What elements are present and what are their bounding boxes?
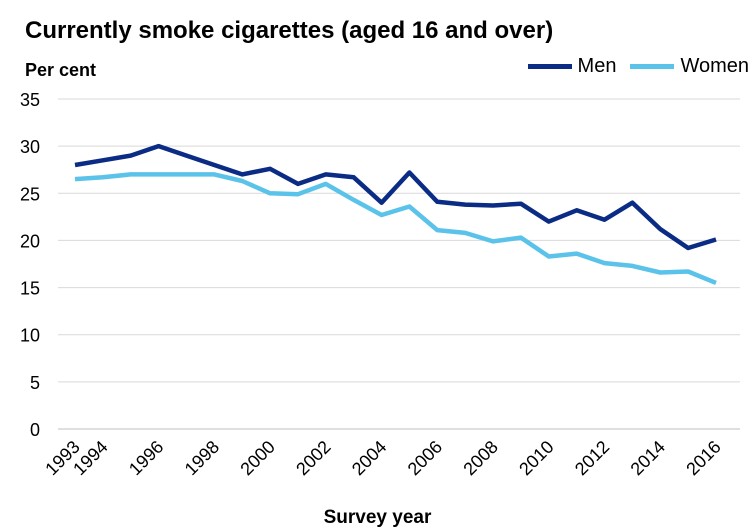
y-tick-label: 10: [20, 326, 40, 346]
y-tick-label: 15: [20, 279, 40, 299]
x-tick-label: 2006: [404, 437, 446, 479]
x-tick-label: 1998: [181, 437, 223, 479]
x-tick-label: 2000: [236, 437, 278, 479]
y-tick-label: 5: [30, 373, 40, 393]
x-tick-label: 2008: [459, 437, 501, 479]
chart-title: Currently smoke cigarettes (aged 16 and …: [25, 17, 554, 44]
x-axis-label: Survey year: [323, 507, 432, 528]
x-tick-label: 1996: [125, 437, 167, 479]
legend-label-women: Women: [680, 55, 749, 77]
x-tick-label: 2014: [627, 437, 669, 479]
x-tick-label: 2002: [292, 437, 334, 479]
legend-swatch-women: [630, 64, 675, 69]
legend-label-men: Men: [577, 55, 617, 77]
x-tick-label: 2016: [682, 437, 724, 479]
legend: Men Women: [514, 55, 749, 78]
y-tick-label: 25: [20, 184, 40, 204]
gridlines: [58, 98, 740, 430]
x-tick-label: 2004: [348, 437, 390, 479]
legend-swatch-men: [527, 64, 572, 69]
legend-item-men: Men: [527, 55, 617, 78]
y-axis-label: Per cent: [25, 60, 97, 80]
series-lines: [74, 143, 717, 285]
series-line-men: [74, 143, 717, 251]
y-tick-labels: 0 5 10 15 20 25 30 35: [20, 90, 40, 440]
y-tick-label: 20: [20, 231, 40, 251]
y-tick-label: 0: [30, 420, 40, 440]
series-line-women: [74, 172, 717, 285]
y-tick-label: 30: [20, 137, 40, 157]
y-tick-label: 35: [20, 90, 40, 110]
legend-item-women: Women: [630, 55, 749, 78]
x-tick-label: 2010: [515, 437, 557, 479]
x-tick-label: 2012: [571, 437, 613, 479]
